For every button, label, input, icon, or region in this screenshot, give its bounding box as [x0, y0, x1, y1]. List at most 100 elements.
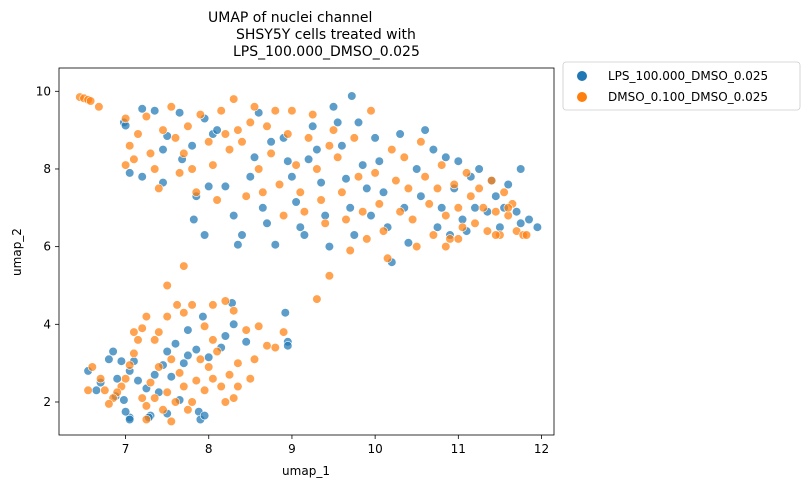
data-point [274, 179, 285, 190]
data-point [428, 145, 439, 155]
data-point [249, 102, 260, 112]
data-point [270, 343, 280, 353]
data-point [204, 181, 214, 191]
data-point [308, 121, 318, 131]
data-point [137, 104, 147, 114]
x-tick-label: 9 [288, 442, 296, 456]
data-point [220, 331, 230, 341]
data-point [324, 141, 335, 151]
data-point [175, 108, 185, 118]
data-point [104, 399, 114, 409]
data-point [532, 222, 543, 232]
data-point [270, 106, 280, 116]
scatter-points [75, 91, 543, 427]
data-point [524, 214, 534, 225]
data-point [220, 296, 230, 306]
data-point [187, 164, 197, 174]
data-point [183, 121, 193, 131]
data-point [316, 195, 326, 205]
data-point [220, 129, 230, 139]
data-point [241, 325, 251, 335]
data-point [453, 156, 463, 166]
data-point [119, 395, 129, 405]
data-point [158, 125, 168, 135]
series-lps [83, 91, 543, 425]
data-point [316, 178, 326, 188]
data-point [521, 230, 532, 240]
data-point [241, 191, 251, 201]
data-point [441, 152, 451, 162]
data-point [224, 145, 235, 155]
data-point [441, 211, 451, 221]
data-point [108, 346, 118, 357]
data-point [179, 381, 189, 392]
data-point [233, 240, 243, 250]
data-point [482, 226, 493, 236]
data-point [283, 156, 293, 166]
data-point [262, 341, 272, 351]
data-point [208, 300, 218, 310]
data-point [166, 416, 176, 427]
data-point [141, 312, 151, 322]
data-point [158, 145, 168, 155]
data-point [304, 154, 314, 164]
data-point [120, 374, 131, 384]
data-point [208, 160, 218, 170]
data-point [299, 230, 310, 240]
data-point [453, 203, 463, 213]
chart-title-line-2: SHSY5Y cells treated with [236, 27, 416, 43]
data-point [162, 346, 172, 357]
data-point [287, 172, 297, 182]
data-point [129, 348, 139, 359]
data-point [212, 125, 222, 135]
data-point [491, 207, 501, 217]
x-axis-ticks: 7 8 9 10 11 12 [122, 435, 549, 456]
data-point [491, 191, 501, 201]
data-point [353, 117, 364, 127]
data-point [100, 385, 110, 395]
data-point [170, 133, 181, 143]
data-point [200, 321, 210, 331]
data-point [183, 405, 193, 415]
data-point [516, 218, 526, 228]
chart-title-line-3: LPS_100.000_DMSO_0.025 [233, 44, 420, 60]
data-point [141, 414, 151, 425]
data-point [353, 172, 364, 182]
y-axis-ticks: 2 4 6 8 10 [36, 84, 59, 409]
data-point [312, 164, 322, 174]
y-tick-label: 4 [43, 317, 51, 331]
data-point [249, 152, 260, 162]
data-point [280, 308, 290, 318]
x-tick-label: 12 [534, 442, 549, 456]
data-point [195, 109, 205, 120]
y-tick-label: 10 [36, 84, 51, 98]
data-point [224, 370, 235, 380]
data-point [133, 376, 143, 386]
y-tick-label: 2 [43, 395, 51, 409]
data-point [283, 341, 293, 351]
data-point [120, 113, 131, 124]
data-point [295, 222, 305, 232]
chart-title-line-1: UMAP of nuclei channel [208, 10, 372, 26]
data-point [370, 168, 380, 178]
data-point [120, 160, 131, 170]
data-point [349, 133, 359, 143]
chart-title: UMAP of nuclei channel SHSY5Y cells trea… [208, 10, 420, 60]
data-point [145, 378, 156, 388]
legend: LPS_100.000_DMSO_0.025 DMSO_0.100_DMSO_0… [562, 61, 801, 111]
data-point [200, 385, 210, 395]
data-point [358, 207, 368, 217]
legend-marker-dmso [577, 92, 587, 102]
data-point [408, 214, 418, 225]
data-point [420, 125, 430, 135]
data-point [179, 308, 189, 318]
data-point [129, 327, 139, 337]
data-point [233, 125, 243, 135]
data-point [457, 214, 468, 225]
legend-label-lps: LPS_100.000_DMSO_0.025 [608, 69, 768, 83]
data-point [308, 109, 318, 120]
data-point [120, 407, 131, 417]
data-point [125, 414, 135, 425]
data-point [150, 106, 160, 116]
